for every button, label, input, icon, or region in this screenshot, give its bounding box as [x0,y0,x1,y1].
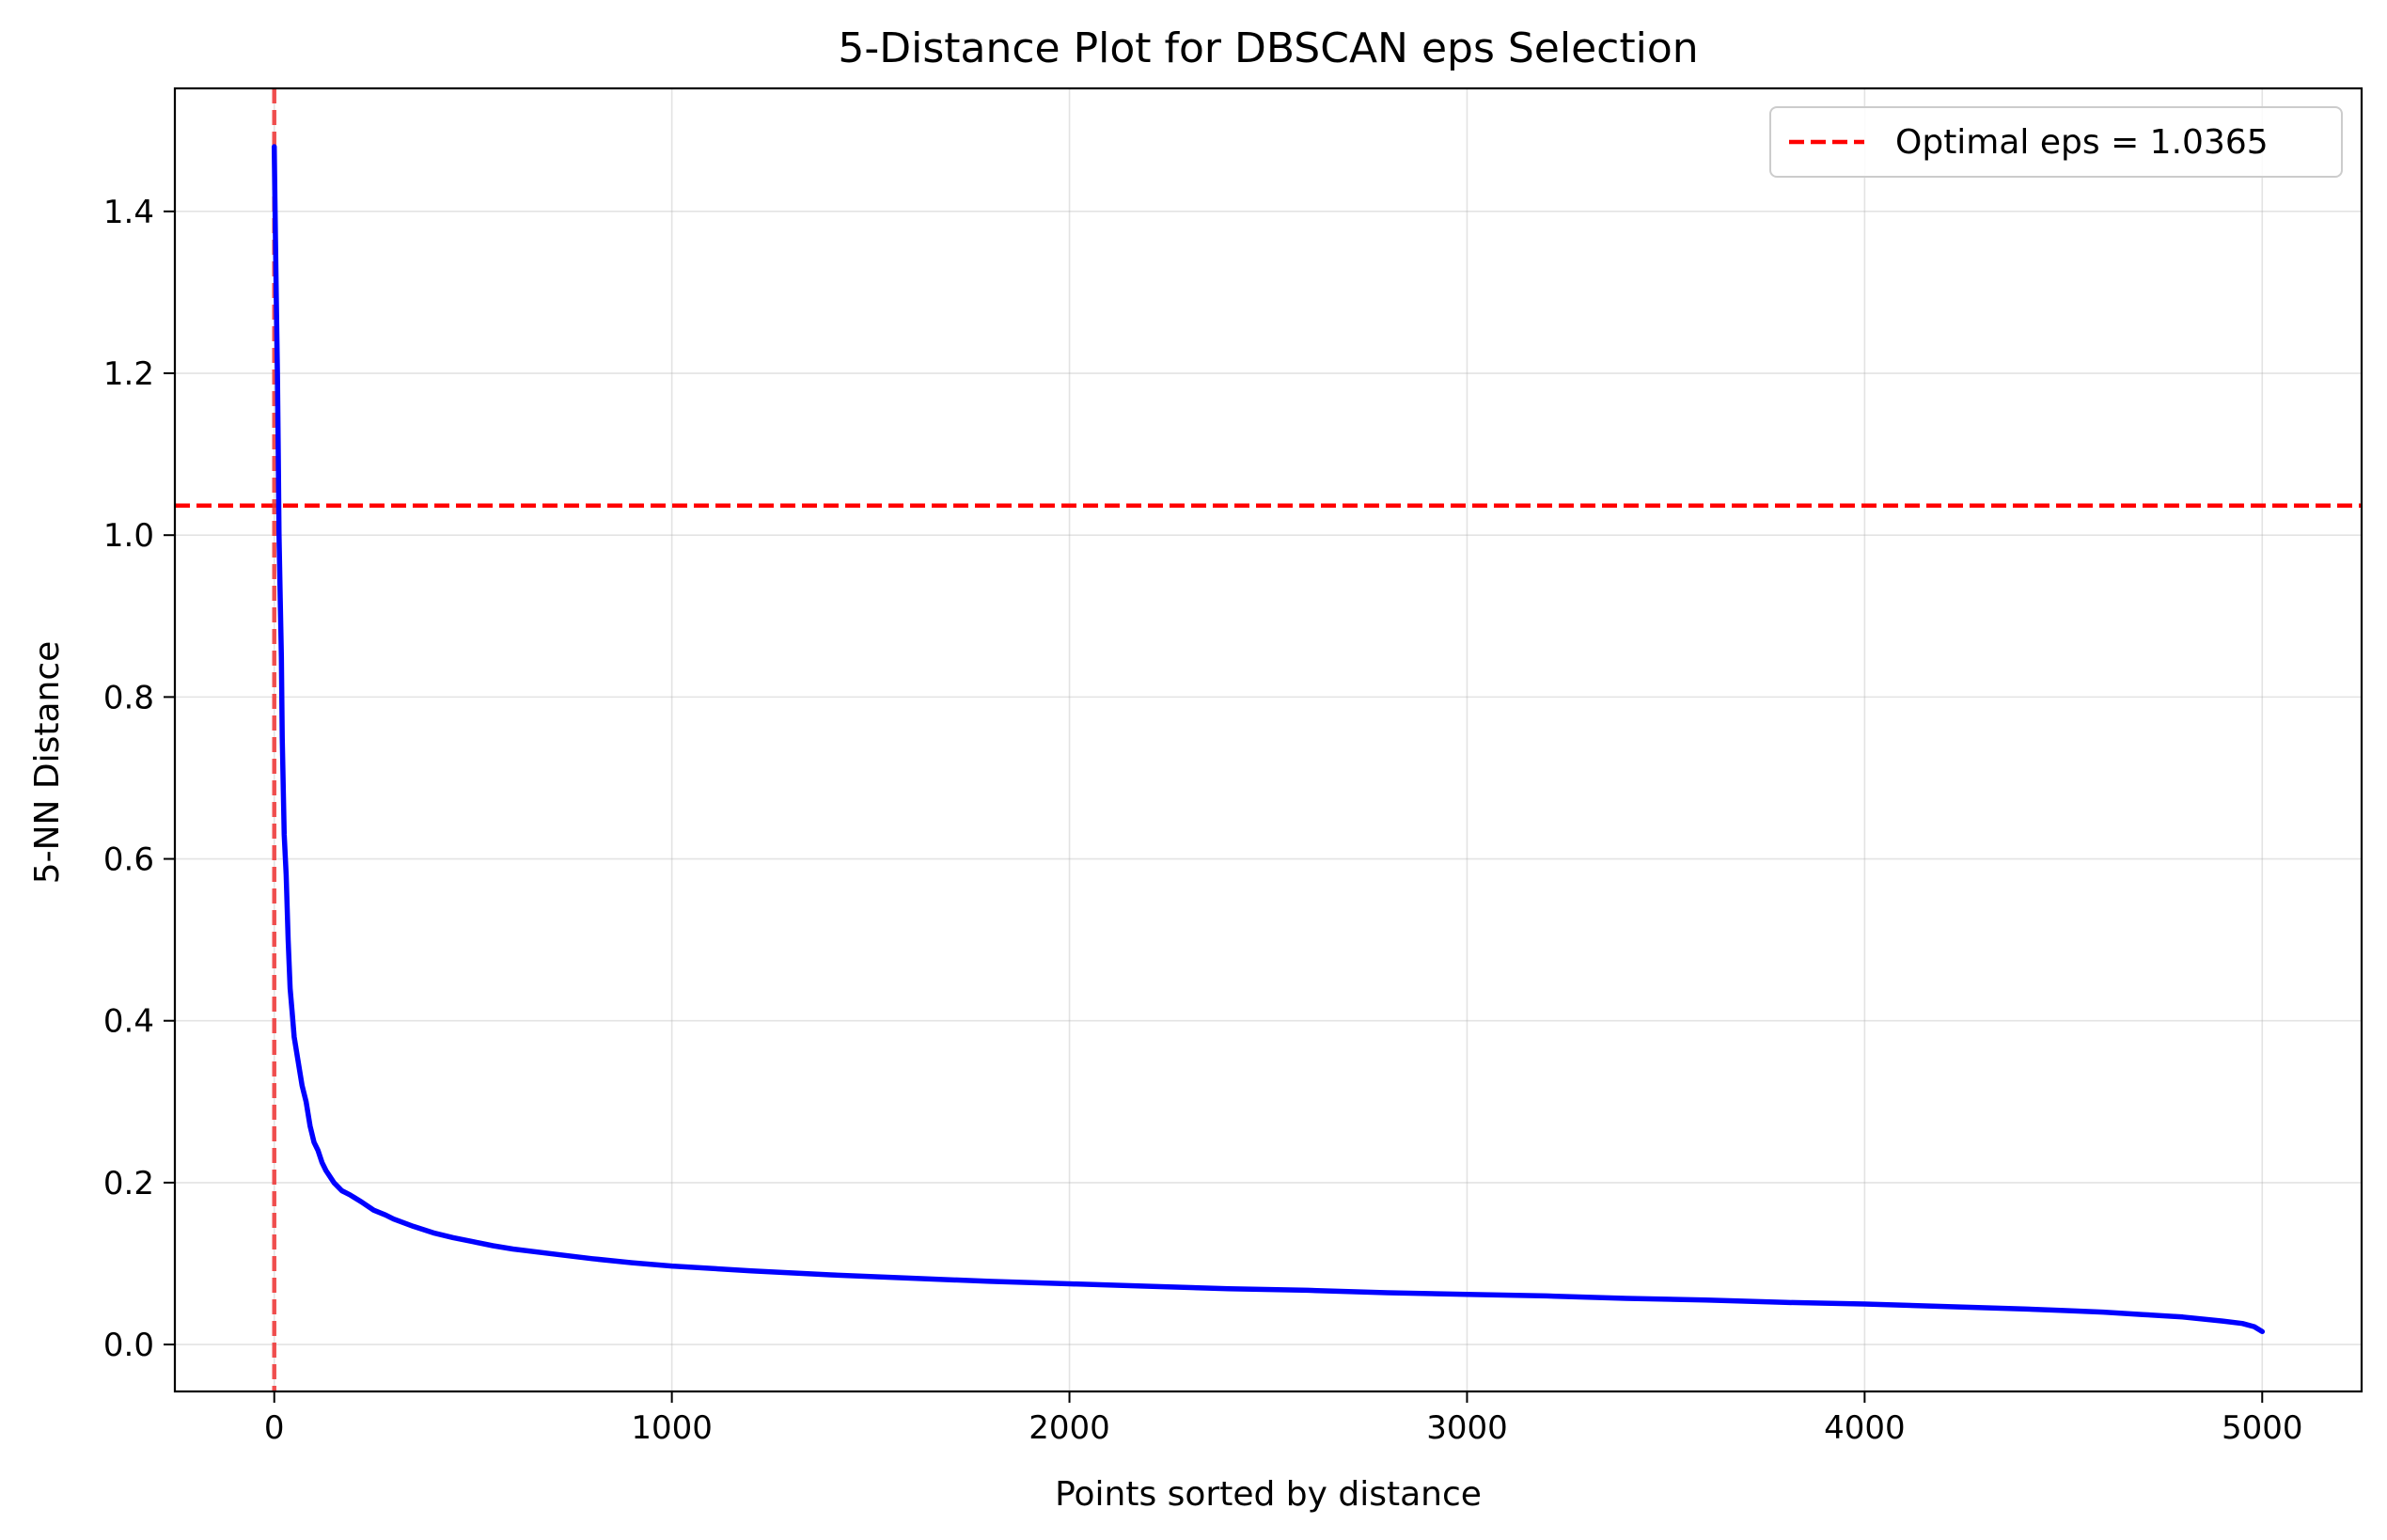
plot-frame [173,86,2363,1393]
reference-lines [175,88,2362,1391]
legend: Optimal eps = 1.0365 [1769,106,2343,178]
y-tick-label: 0.0 [103,1327,154,1364]
legend-label-eps: Optimal eps = 1.0365 [1895,123,2269,162]
x-tick-label: 5000 [2222,1409,2303,1447]
y-tick-label: 1.0 [103,517,154,555]
y-tick-label: 1.4 [103,194,154,231]
x-tick-label: 3000 [1426,1409,1508,1447]
y-tick-label: 0.8 [103,679,154,716]
grid [175,88,2362,1391]
legend-box [1769,106,2343,178]
y-tick-label: 0.4 [103,1003,154,1041]
x-axis-label: Points sorted by distance [1055,1475,1482,1514]
x-tick-label: 4000 [1824,1409,1906,1447]
k-distance-line [271,144,2266,1335]
chart-title: 5-Distance Plot for DBSCAN eps Selection [838,24,1698,72]
x-tick-label: 0 [264,1409,285,1447]
y-axis-ticks: 0.0 0.2 0.4 0.6 0.8 1.0 1.2 1.4 [103,194,175,1364]
y-axis-label: 5-NN Distance [28,641,67,885]
y-tick-label: 1.2 [103,355,154,393]
x-tick-label: 1000 [631,1409,713,1447]
y-tick-label: 0.6 [103,841,154,879]
x-axis-ticks: 0 1000 2000 3000 4000 5000 [264,1391,2303,1447]
y-tick-label: 0.2 [103,1165,154,1202]
x-tick-label: 2000 [1029,1409,1110,1447]
series-group [271,144,2266,1335]
